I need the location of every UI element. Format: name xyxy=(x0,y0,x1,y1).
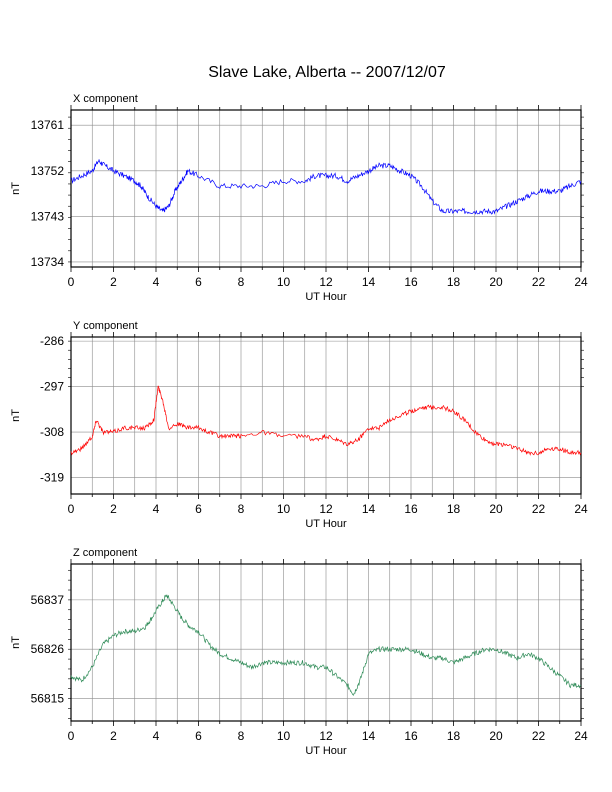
x-tick-label: 22 xyxy=(532,275,546,289)
x-tick-label: 2 xyxy=(110,502,117,516)
y-tick-label: 13743 xyxy=(31,209,65,223)
x-tick-label: 10 xyxy=(277,502,291,516)
x-tick-label: 8 xyxy=(238,275,245,289)
x-tick-label: 6 xyxy=(195,729,202,743)
x-tick-label: 2 xyxy=(110,275,117,289)
panel-title: Y component xyxy=(73,320,138,332)
x-tick-label: 4 xyxy=(153,502,160,516)
y-tick-label: -286 xyxy=(40,334,64,348)
x-tick-label: 22 xyxy=(532,729,546,743)
x-axis-label: UT Hour xyxy=(305,291,347,303)
y-tick-label: -297 xyxy=(40,380,64,394)
x-axis-label: UT Hour xyxy=(305,745,347,757)
y-tick-label: 13761 xyxy=(31,118,65,132)
x-tick-label: 20 xyxy=(489,729,503,743)
panel-title: X component xyxy=(73,93,138,105)
y-tick-label: -308 xyxy=(40,425,64,439)
x-tick-label: 16 xyxy=(404,729,418,743)
x-tick-label: 2 xyxy=(110,729,117,743)
x-tick-label: 12 xyxy=(319,275,333,289)
x-tick-label: 16 xyxy=(404,275,418,289)
page-title: Slave Lake, Alberta -- 2007/12/07 xyxy=(208,64,446,81)
x-tick-label: 10 xyxy=(277,729,291,743)
x-tick-label: 14 xyxy=(362,275,376,289)
x-tick-label: 24 xyxy=(574,729,588,743)
series-line xyxy=(70,594,582,696)
plot-frame xyxy=(70,563,582,722)
plot-frame xyxy=(70,336,582,495)
panel-title: Z component xyxy=(73,547,137,559)
x-tick-label: 0 xyxy=(68,275,75,289)
x-tick-label: 20 xyxy=(489,502,503,516)
x-tick-label: 4 xyxy=(153,729,160,743)
y-axis-label: nT xyxy=(10,409,22,422)
x-tick-label: 16 xyxy=(404,502,418,516)
x-tick-label: 24 xyxy=(574,502,588,516)
x-tick-label: 14 xyxy=(362,729,376,743)
y-tick-label: 13752 xyxy=(31,164,65,178)
x-tick-label: 22 xyxy=(532,502,546,516)
x-tick-label: 4 xyxy=(153,275,160,289)
x-tick-label: 14 xyxy=(362,502,376,516)
y-tick-label: 56826 xyxy=(31,642,65,656)
x-tick-label: 0 xyxy=(68,502,75,516)
x-tick-label: 12 xyxy=(319,729,333,743)
x-tick-label: 18 xyxy=(447,502,461,516)
series-line xyxy=(70,385,582,456)
x-tick-label: 18 xyxy=(447,729,461,743)
x-tick-label: 20 xyxy=(489,275,503,289)
y-tick-label: 56815 xyxy=(31,692,65,706)
plot-frame xyxy=(70,109,582,268)
x-tick-label: 12 xyxy=(319,502,333,516)
x-tick-label: 24 xyxy=(574,275,588,289)
y-tick-label: -319 xyxy=(40,470,64,484)
x-tick-label: 8 xyxy=(238,502,245,516)
x-tick-label: 10 xyxy=(277,275,291,289)
x-tick-label: 6 xyxy=(195,502,202,516)
x-tick-label: 6 xyxy=(195,275,202,289)
y-axis-label: nT xyxy=(10,182,22,195)
y-axis-label: nT xyxy=(10,636,22,649)
series-line xyxy=(70,159,582,216)
x-axis-label: UT Hour xyxy=(305,518,347,530)
x-tick-label: 8 xyxy=(238,729,245,743)
y-tick-label: 56837 xyxy=(31,593,65,607)
x-tick-label: 0 xyxy=(68,729,75,743)
x-tick-label: 18 xyxy=(447,275,461,289)
y-tick-label: 13734 xyxy=(31,255,65,269)
